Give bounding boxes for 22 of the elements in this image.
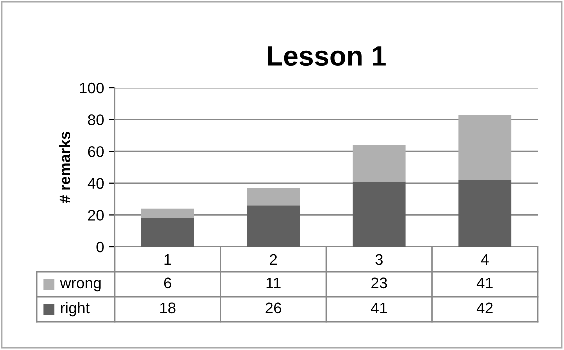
legend-label: right (61, 302, 90, 317)
x-tick-label: 4 (481, 254, 489, 266)
y-tick-label: 20 (88, 210, 104, 221)
data-label: 11 (266, 278, 281, 288)
data-label: 26 (266, 302, 282, 314)
y-axis-title: # remarks (59, 132, 71, 204)
data-label: 41 (371, 302, 388, 314)
data-label: 6 (164, 278, 172, 289)
data-label: 18 (160, 302, 176, 314)
data-label: 23 (372, 278, 388, 289)
y-tick-label: 100 (80, 82, 104, 94)
y-tick-label: 40 (88, 178, 104, 190)
x-tick-label: 3 (376, 254, 383, 266)
x-tick-label: 2 (270, 254, 278, 266)
y-tick-label: 80 (88, 114, 104, 126)
legend-label: wrong (60, 280, 101, 292)
x-tick-label: 1 (164, 254, 172, 266)
chart-title: Lesson 1 (268, 46, 386, 66)
data-label: 42 (476, 302, 493, 314)
y-tick-label: 60 (88, 146, 104, 158)
y-tick-label: 0 (96, 242, 104, 253)
data-label: 41 (476, 278, 493, 288)
